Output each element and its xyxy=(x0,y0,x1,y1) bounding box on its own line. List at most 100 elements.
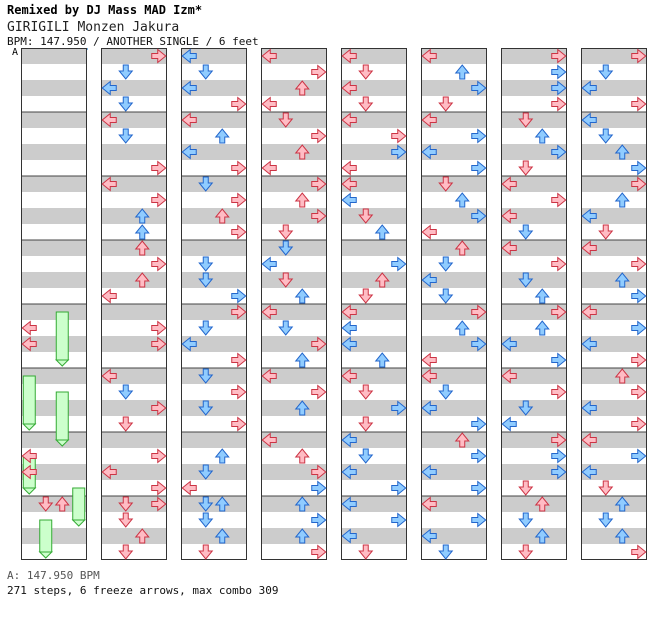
down-arrow-icon xyxy=(198,400,214,416)
up-arrow-icon xyxy=(454,240,470,256)
beat-stripe xyxy=(181,400,247,416)
column-border xyxy=(21,48,87,560)
beat-stripe xyxy=(101,496,167,512)
beat-stripe xyxy=(341,208,407,224)
beat-stripe xyxy=(181,144,247,160)
up-arrow-icon xyxy=(614,368,630,384)
left-arrow-icon xyxy=(181,336,197,352)
beat-stripe xyxy=(581,112,647,128)
beat-stripe xyxy=(581,176,647,192)
beat-stripe xyxy=(501,272,567,288)
right-arrow-icon xyxy=(551,256,567,272)
beat-stripe xyxy=(21,144,87,160)
column-border xyxy=(501,48,567,560)
down-arrow-icon xyxy=(518,400,534,416)
beat-stripe xyxy=(501,112,567,128)
step-stats: 271 steps, 6 freeze arrows, max combo 30… xyxy=(7,584,279,597)
up-arrow-icon xyxy=(294,496,310,512)
left-arrow-icon xyxy=(421,272,437,288)
up-arrow-icon xyxy=(614,528,630,544)
beat-stripe xyxy=(21,464,87,480)
right-arrow-icon xyxy=(391,400,407,416)
right-arrow-icon xyxy=(631,256,647,272)
up-arrow-icon xyxy=(534,528,550,544)
beat-stripe xyxy=(21,80,87,96)
column-border xyxy=(261,48,327,560)
chart-info: BPM: 147.950 / ANOTHER SINGLE / 6 feet xyxy=(7,35,259,48)
beat-stripe xyxy=(501,48,567,64)
chart-column xyxy=(261,48,327,560)
right-arrow-icon xyxy=(231,160,247,176)
up-arrow-icon xyxy=(294,352,310,368)
beat-stripe xyxy=(181,464,247,480)
left-arrow-icon xyxy=(581,400,597,416)
left-arrow-icon xyxy=(261,48,277,64)
beat-stripe xyxy=(501,176,567,192)
right-arrow-icon xyxy=(151,336,167,352)
right-arrow-icon xyxy=(151,192,167,208)
up-arrow-icon xyxy=(134,208,150,224)
beat-stripe xyxy=(421,304,487,320)
beat-stripe xyxy=(101,240,167,256)
left-arrow-icon xyxy=(581,112,597,128)
beat-stripe xyxy=(421,48,487,64)
down-arrow-icon xyxy=(598,128,614,144)
down-arrow-icon xyxy=(518,160,534,176)
beat-stripe xyxy=(21,240,87,256)
right-arrow-icon xyxy=(551,304,567,320)
left-arrow-icon xyxy=(21,320,37,336)
up-arrow-icon xyxy=(454,320,470,336)
column-border xyxy=(581,48,647,560)
down-arrow-icon xyxy=(118,96,134,112)
beat-stripe xyxy=(21,208,87,224)
down-arrow-icon xyxy=(198,368,214,384)
right-arrow-icon xyxy=(471,304,487,320)
beat-stripe xyxy=(181,208,247,224)
column-border xyxy=(101,48,167,560)
right-arrow-icon xyxy=(551,64,567,80)
chart-column xyxy=(341,48,407,560)
beat-stripe xyxy=(421,144,487,160)
left-arrow-icon xyxy=(421,400,437,416)
beat-stripe xyxy=(421,464,487,480)
up-arrow-icon xyxy=(614,144,630,160)
right-arrow-icon xyxy=(391,256,407,272)
beat-stripe xyxy=(581,80,647,96)
left-arrow-icon xyxy=(421,368,437,384)
beat-stripe xyxy=(341,528,407,544)
beat-stripe xyxy=(261,208,327,224)
right-arrow-icon xyxy=(311,512,327,528)
left-arrow-icon xyxy=(341,48,357,64)
bpm-legend: A: 147.950 BPM xyxy=(7,569,100,582)
up-arrow-icon xyxy=(294,144,310,160)
beat-stripe xyxy=(101,112,167,128)
left-arrow-icon xyxy=(181,144,197,160)
right-arrow-icon xyxy=(551,80,567,96)
beat-stripe xyxy=(181,304,247,320)
beat-stripe xyxy=(21,176,87,192)
beat-stripe xyxy=(341,48,407,64)
beat-stripe xyxy=(581,400,647,416)
down-arrow-icon xyxy=(438,544,454,560)
down-arrow-icon xyxy=(598,64,614,80)
beat-stripe xyxy=(181,240,247,256)
down-arrow-icon xyxy=(518,544,534,560)
right-arrow-icon xyxy=(151,448,167,464)
down-arrow-icon xyxy=(118,544,134,560)
beat-stripe xyxy=(581,48,647,64)
beat-stripe xyxy=(21,304,87,320)
beat-stripe xyxy=(261,48,327,64)
beat-stripe xyxy=(181,272,247,288)
column-border xyxy=(421,48,487,560)
down-arrow-icon xyxy=(598,224,614,240)
left-arrow-icon xyxy=(21,464,37,480)
up-arrow-icon xyxy=(294,192,310,208)
freeze-arrow-tail xyxy=(55,391,69,441)
freeze-arrow-end xyxy=(22,487,37,495)
beat-stripe xyxy=(101,400,167,416)
left-arrow-icon xyxy=(21,448,37,464)
left-arrow-icon xyxy=(181,80,197,96)
right-arrow-icon xyxy=(391,128,407,144)
right-arrow-icon xyxy=(151,160,167,176)
beat-stripe xyxy=(341,144,407,160)
